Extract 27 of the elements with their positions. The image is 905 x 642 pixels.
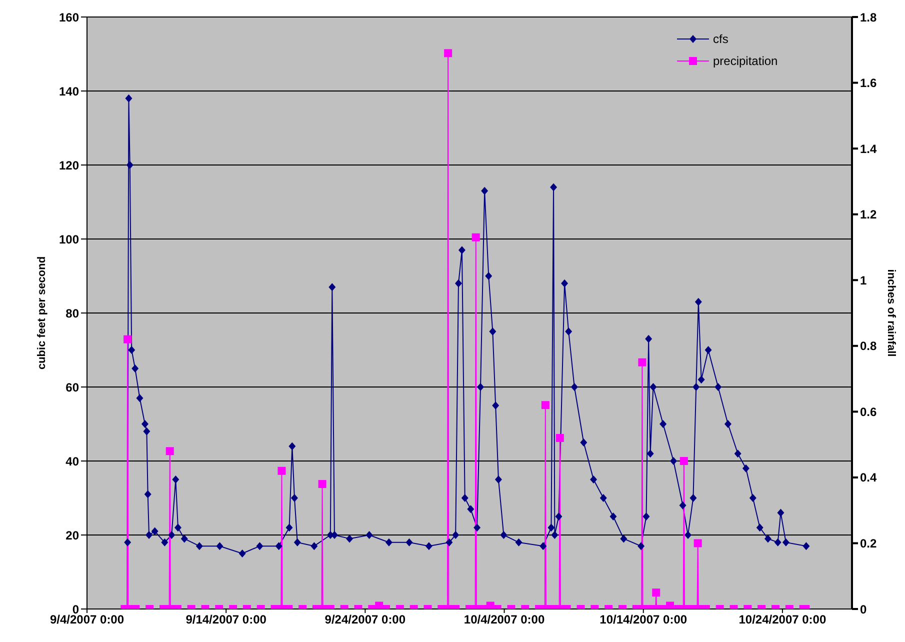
y-axis-title: cubic feet per second (36, 256, 48, 370)
y-tick-label: 20 (66, 528, 80, 542)
x-tick-label: 9/24/2007 0:00 (324, 612, 406, 627)
y-tick-label: 100 (58, 232, 80, 246)
y2-tick-label: 1.6 (860, 76, 878, 90)
y2-tick-label: 0.2 (860, 536, 878, 550)
y2-tick-label: 0 (860, 602, 867, 616)
y-tick-label: 120 (58, 158, 80, 172)
x-tick-label: 9/14/2007 0:00 (186, 612, 267, 627)
y-tick-label: 60 (66, 380, 80, 394)
y2-tick-label: 1.4 (860, 142, 878, 156)
y-tick-label: 140 (58, 84, 80, 98)
y2-tick-label: 0.4 (860, 470, 878, 485)
x-tick-label: 10/4/2007 0:00 (464, 612, 545, 627)
x-tick-label: 10/24/2007 0:00 (738, 612, 826, 627)
y2-tick-label: 1.2 (860, 208, 878, 222)
x-tick-label: 10/14/2007 0:00 (600, 612, 688, 627)
y2-tick-label: 0.8 (860, 339, 878, 354)
y-tick-label: 160 (58, 10, 80, 24)
legend-label: cfs (713, 32, 728, 46)
y2-tick-label: 1 (860, 273, 867, 288)
y2-axis-title: inches of rainfall (885, 269, 898, 357)
y2-tick-label: 1.8 (860, 10, 878, 24)
y-tick-label: 40 (66, 454, 80, 468)
y2-tick-label: 0.6 (860, 404, 878, 419)
y-tick-label: 80 (66, 306, 80, 320)
legend-label: precipitation (713, 54, 778, 68)
